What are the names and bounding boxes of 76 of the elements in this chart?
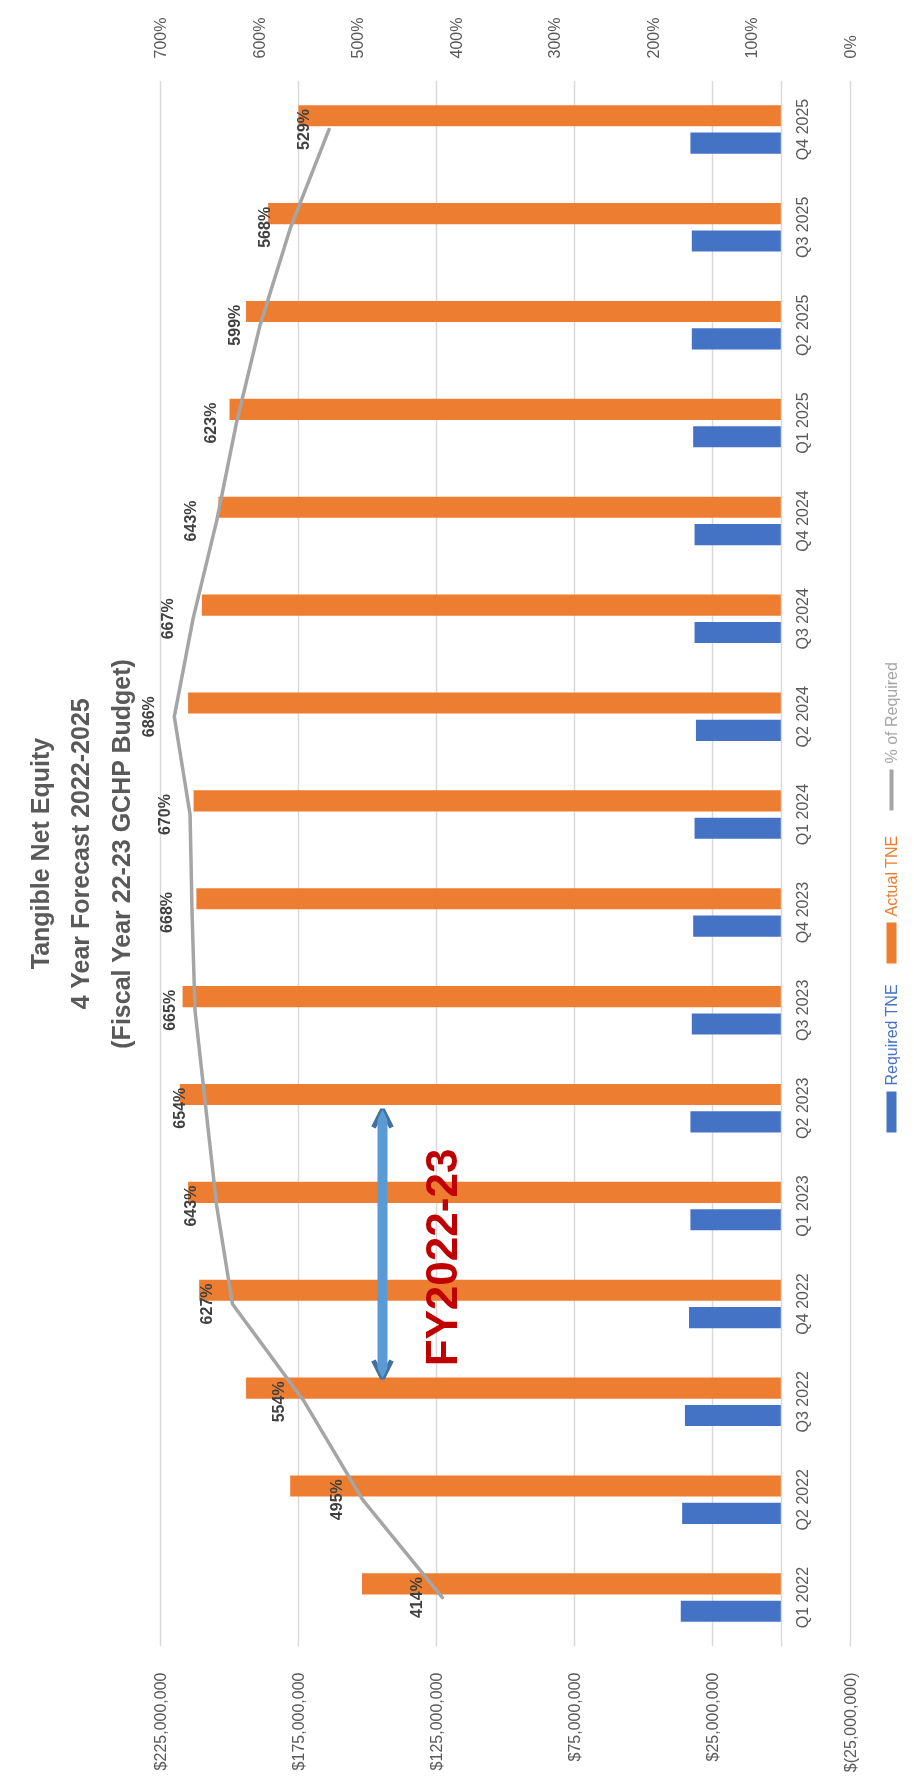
y-tick-label: Q4 2024: [793, 490, 811, 552]
x-tick-label: $125,000,000: [428, 1672, 445, 1771]
bar: [690, 1209, 782, 1231]
bar: [229, 398, 782, 420]
bar: [196, 888, 782, 910]
x2-tick-label: 600%: [250, 17, 268, 59]
bar: [182, 986, 782, 1008]
x2-tick-label: 400%: [447, 17, 465, 59]
bar: [193, 790, 782, 812]
y-tick-label: Q1 2023: [793, 1175, 811, 1237]
data-label: 414%: [407, 1577, 425, 1619]
data-label: 495%: [328, 1479, 346, 1521]
y-tick-label: Q4 2022: [793, 1273, 811, 1335]
x2-tick-label: 500%: [349, 17, 367, 59]
y-tick-label: Q2 2025: [793, 294, 811, 356]
x2-tick-label: 100%: [743, 17, 761, 59]
x-tick-label: $175,000,000: [290, 1672, 307, 1771]
bar: [690, 1111, 782, 1133]
y-tick-label: Q4 2023: [793, 881, 811, 944]
annotation: FY2022-23: [417, 1148, 466, 1367]
bar: [218, 496, 782, 518]
bar: [246, 300, 782, 323]
x-tick-label: $25,000,000: [704, 1672, 721, 1762]
text: Required TNE: [883, 984, 900, 1086]
y-tick-label: Q3 2023: [793, 979, 811, 1041]
bar: [691, 230, 782, 252]
data-label: 599%: [225, 304, 243, 346]
bar: [690, 132, 782, 154]
bar: [694, 524, 782, 546]
bar: [693, 915, 782, 937]
text: Tangible Net Equity 4 Year Forecast 2022-2025 (Fiscal Year 22-23 GCHP Budget): [25, 659, 136, 1049]
y-tick-label: Q3 2025: [793, 196, 811, 258]
x2-tick-label: 300%: [546, 17, 564, 59]
data-label: 623%: [201, 402, 219, 444]
bar: [694, 621, 782, 644]
x-tick-label: $225,000,000: [152, 1672, 169, 1771]
x2-tick-label: 700%: [152, 17, 169, 59]
y-tick-label: Q1 2024: [793, 783, 811, 846]
x-tick-label: $(25,000,000): [842, 1672, 859, 1773]
data-label: 665%: [160, 989, 178, 1031]
bar: [693, 426, 782, 448]
y-tick-label: Q2 2022: [793, 1468, 811, 1531]
bar: [689, 1307, 782, 1329]
data-label: 667%: [158, 598, 176, 640]
data-label: 686%: [139, 696, 157, 738]
data-label: 627%: [197, 1283, 215, 1325]
y-tick-label: Q2 2024: [793, 685, 811, 748]
bar: [188, 692, 782, 714]
text: Actual TNE: [883, 835, 900, 917]
data-label: 670%: [155, 794, 173, 836]
y-tick-label: Q1 2025: [793, 392, 811, 454]
bar: [684, 1404, 782, 1427]
data-label: 568%: [256, 206, 274, 248]
x-tick-label: $75,000,000: [566, 1672, 583, 1762]
bar: [691, 328, 782, 350]
data-label: 643%: [182, 1185, 200, 1227]
text: % of Required: [883, 662, 900, 764]
data-label: 643%: [182, 500, 200, 542]
y-tick-label: Q1 2022: [793, 1566, 811, 1629]
y-tick-label: Q2 2023: [793, 1077, 811, 1139]
data-label: 529%: [294, 108, 312, 150]
bar: [682, 1502, 782, 1524]
bar: [694, 817, 782, 839]
bar: [680, 1600, 782, 1622]
y-tick-label: Q3 2022: [793, 1371, 811, 1433]
bar: [695, 719, 782, 741]
bar: [268, 203, 782, 225]
x2-tick-label: 200%: [644, 17, 662, 59]
data-label: 554%: [269, 1381, 287, 1423]
data-label: 668%: [157, 891, 175, 933]
x2-tick-label: 0%: [842, 35, 859, 59]
y-tick-label: Q3 2024: [793, 588, 811, 650]
bar: [691, 1013, 782, 1035]
y-tick-label: Q4 2025: [793, 98, 811, 161]
data-label: 654%: [171, 1087, 189, 1129]
bar: [201, 594, 782, 616]
